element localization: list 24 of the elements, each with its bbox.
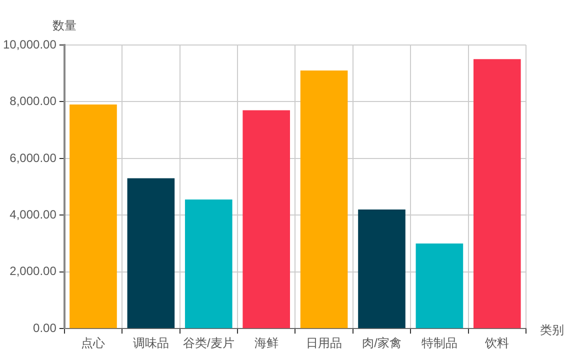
y-tick-label: 6,000.00	[10, 150, 57, 165]
x-tick-label: 饮料	[484, 336, 510, 350]
x-tick-label: 海鲜	[254, 336, 278, 350]
bar	[184, 200, 232, 328]
bar	[242, 110, 290, 328]
y-tick-label: 10,000.00	[2, 37, 57, 52]
y-axis-title: 数量	[52, 18, 76, 32]
bar	[473, 59, 521, 328]
x-tick-label: 调味品	[132, 336, 169, 350]
x-tick-label: 肉/家禽	[362, 336, 402, 350]
x-axis-title: 类别	[540, 322, 564, 337]
x-tick-label: 谷类/麦片	[182, 336, 234, 350]
y-tick-label: 8,000.00	[10, 94, 57, 108]
bar	[70, 104, 117, 328]
bar	[416, 244, 464, 328]
x-tick-label: 特制品	[421, 336, 458, 350]
y-tick-label: 0.00	[33, 320, 57, 335]
y-tick-label: 4,000.00	[10, 207, 57, 222]
bar	[127, 178, 175, 328]
x-tick-label: 日用品	[306, 336, 342, 350]
bar	[358, 209, 406, 328]
y-tick-label: 2,000.00	[10, 264, 57, 278]
x-tick-label: 点心	[81, 336, 106, 350]
bar	[300, 70, 348, 328]
